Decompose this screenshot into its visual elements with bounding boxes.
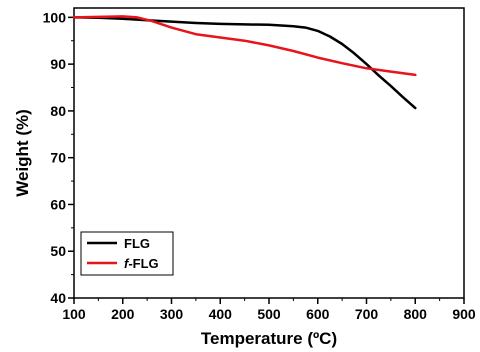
x-tick-label: 800 [404, 306, 428, 322]
legend-label-f-flg-prefix: f [124, 256, 130, 271]
x-axis-title: Temperature (ºC) [201, 329, 337, 348]
x-tick-label: 900 [452, 306, 476, 322]
series-line-flg [72, 16, 417, 110]
legend-box [80, 231, 174, 276]
series-line-f-flg [72, 15, 417, 77]
legend-label-flg-suffix: FLG [124, 236, 150, 251]
y-axis-title: Weight (%) [13, 109, 32, 197]
x-tick-label: 700 [355, 306, 379, 322]
x-tick-label: 500 [257, 306, 281, 322]
data-series [72, 15, 417, 110]
x-tick-label: 600 [306, 306, 330, 322]
x-tick-label: 300 [160, 306, 184, 322]
axis-ticks: 100 200 300 400 500 600 700 800 900 40 50 60 70 80 90 1… [43, 9, 476, 322]
y-tick-label: 100 [43, 9, 67, 25]
y-tick-label: 40 [50, 290, 66, 306]
x-tick-label: 400 [209, 306, 233, 322]
y-tick-label: 60 [50, 196, 66, 212]
y-tick-label: 70 [50, 150, 66, 166]
x-tick-label: 100 [62, 306, 86, 322]
x-tick-label: 200 [111, 306, 135, 322]
legend-label-f-flg-suffix: -FLG [128, 256, 158, 271]
y-tick-label: 90 [50, 56, 66, 72]
legend: FLG f-FLG [80, 231, 174, 276]
legend-label-flg: FLG [124, 236, 150, 251]
y-tick-label: 50 [50, 243, 66, 259]
y-tick-label: 80 [50, 103, 66, 119]
legend-label-f-flg: f-FLG [124, 256, 159, 271]
